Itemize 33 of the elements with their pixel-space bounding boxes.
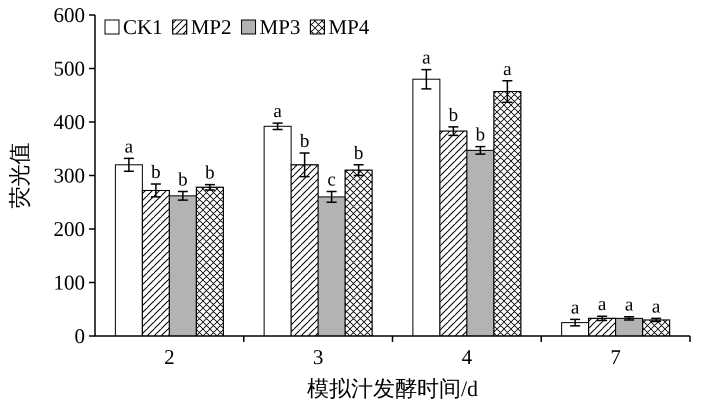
legend-label: MP2 bbox=[190, 15, 232, 39]
data-label: a bbox=[652, 296, 661, 318]
data-label: b bbox=[205, 162, 215, 184]
data-label: b bbox=[354, 142, 364, 164]
legend-label: CK1 bbox=[123, 15, 163, 39]
x-tick-label: 7 bbox=[610, 345, 621, 369]
x-tick-label: 4 bbox=[462, 345, 473, 369]
y-axis-title: 荧光值 bbox=[7, 142, 32, 208]
x-tick-label: 2 bbox=[164, 345, 175, 369]
data-label: a bbox=[124, 136, 134, 158]
data-label: a bbox=[570, 297, 580, 318]
y-tick-label: 300 bbox=[54, 164, 85, 188]
data-label: a bbox=[273, 101, 282, 122]
data-label: a bbox=[598, 294, 607, 316]
y-tick-label: 400 bbox=[54, 110, 85, 134]
y-tick-label: 500 bbox=[54, 56, 85, 80]
y-tick-label: 100 bbox=[54, 270, 85, 294]
data-label: b bbox=[448, 104, 458, 126]
legend-label: MP3 bbox=[260, 15, 300, 39]
data-label: a bbox=[422, 48, 432, 69]
y-tick-label: 600 bbox=[54, 3, 85, 27]
data-label: b bbox=[300, 131, 310, 152]
data-label: b bbox=[476, 124, 486, 146]
data-label: a bbox=[624, 294, 634, 316]
legend-label: MP4 bbox=[328, 15, 370, 39]
x-axis-title: 模拟汁发酵时间/d bbox=[306, 376, 478, 401]
data-label: b bbox=[151, 162, 161, 184]
y-tick-label: 0 bbox=[74, 324, 85, 348]
data-label: a bbox=[503, 58, 512, 80]
data-label: c bbox=[327, 170, 336, 191]
data-label: b bbox=[178, 170, 188, 191]
x-tick-label: 3 bbox=[312, 345, 324, 369]
y-tick-label: 200 bbox=[54, 217, 85, 241]
